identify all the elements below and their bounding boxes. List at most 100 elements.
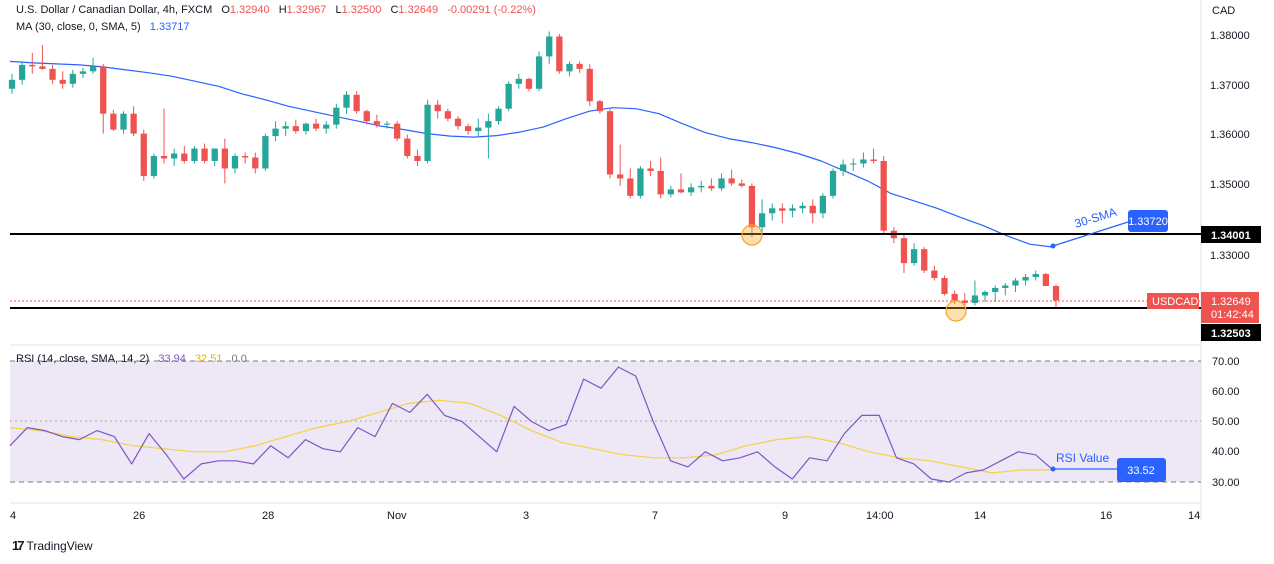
rsi-layer bbox=[9, 366, 1054, 483]
candle-body bbox=[282, 126, 289, 129]
candle-body bbox=[181, 153, 188, 161]
candle bbox=[910, 243, 918, 266]
time-tick: 14 bbox=[1188, 510, 1200, 522]
open-value: 1.32940 bbox=[229, 4, 270, 16]
candle bbox=[627, 168, 634, 199]
candle-body bbox=[860, 159, 867, 164]
support-badge-text: 1.32503 bbox=[1211, 328, 1251, 340]
candle bbox=[769, 203, 776, 221]
candle-body bbox=[363, 111, 370, 122]
candle-body bbox=[840, 164, 847, 171]
candle bbox=[880, 156, 887, 234]
candle bbox=[404, 134, 411, 159]
open-label: O bbox=[221, 4, 230, 16]
ma-layer bbox=[9, 60, 1054, 248]
candle-body bbox=[961, 300, 968, 303]
candle bbox=[89, 57, 97, 74]
ma-label: MA (30, close, 0, SMA, 5) bbox=[16, 21, 141, 33]
candle bbox=[160, 108, 168, 164]
candle bbox=[586, 63, 593, 107]
price-tick: 1.37000 bbox=[1210, 80, 1250, 92]
candle bbox=[394, 121, 401, 142]
candle-body bbox=[566, 63, 573, 72]
resistance-touch-marker bbox=[741, 224, 763, 246]
low-value: 1.32500 bbox=[341, 4, 382, 16]
candle bbox=[1042, 273, 1050, 286]
candle bbox=[201, 143, 208, 164]
rsi-tick: 50.00 bbox=[1212, 416, 1240, 428]
rsi-label: RSI (14, close, SMA, 14, 2) bbox=[16, 353, 150, 365]
sma-badge bbox=[1128, 210, 1168, 232]
candle-body bbox=[931, 270, 938, 279]
candle-body bbox=[657, 170, 664, 195]
symbol-badge-text: USDCAD bbox=[1152, 296, 1199, 308]
candle bbox=[687, 183, 695, 196]
candle bbox=[272, 121, 279, 142]
candle-body bbox=[414, 156, 421, 161]
candle-body bbox=[667, 189, 674, 195]
rsi-callout-dot bbox=[1050, 466, 1056, 472]
time-tick: 26 bbox=[133, 510, 145, 522]
candle bbox=[728, 169, 735, 186]
candle bbox=[708, 178, 715, 191]
candle bbox=[302, 122, 310, 135]
rsi-badge-text: 33.52 bbox=[1127, 465, 1155, 477]
candle bbox=[535, 51, 543, 92]
candle bbox=[211, 148, 218, 166]
candle bbox=[231, 153, 239, 174]
candle bbox=[241, 152, 249, 164]
candle bbox=[49, 64, 56, 84]
candle bbox=[181, 146, 188, 164]
candle-body bbox=[1012, 280, 1019, 286]
candle bbox=[495, 106, 502, 125]
candle bbox=[525, 77, 533, 92]
candle-body bbox=[698, 185, 705, 188]
candle-body bbox=[677, 189, 685, 193]
candle-body bbox=[262, 136, 269, 169]
rsi-legend: RSI (14, close, SMA, 14, 2) 33.94 32.51 … bbox=[16, 353, 253, 365]
candle bbox=[941, 275, 948, 296]
candle bbox=[758, 199, 766, 235]
time-tick: 14 bbox=[974, 510, 986, 522]
candle-body bbox=[505, 83, 512, 109]
candle bbox=[282, 121, 289, 137]
symbol-legend: U.S. Dollar / Canadian Dollar, 4h, FXCM … bbox=[16, 4, 548, 16]
candle bbox=[617, 144, 624, 186]
candle-body bbox=[606, 111, 614, 175]
candle bbox=[667, 185, 674, 198]
tradingview-logo[interactable]: 17 TradingView bbox=[12, 538, 93, 553]
candle-body bbox=[738, 183, 745, 186]
candle-body bbox=[647, 168, 654, 171]
candle-body bbox=[870, 159, 877, 161]
candle-body bbox=[1022, 277, 1029, 281]
candle-body bbox=[454, 118, 462, 127]
candle-body bbox=[343, 94, 350, 108]
rsi-badge bbox=[1117, 458, 1166, 482]
sma-callout-line bbox=[1052, 221, 1129, 247]
close-value: 1.32649 bbox=[398, 4, 439, 16]
candle bbox=[890, 227, 897, 244]
resistance-badge-text: 1.34001 bbox=[1211, 230, 1251, 242]
candle bbox=[789, 204, 796, 218]
time-tick: Nov bbox=[387, 510, 407, 522]
candle-body bbox=[120, 113, 127, 130]
candle bbox=[373, 114, 381, 128]
candle-body bbox=[779, 208, 786, 211]
candle bbox=[1052, 284, 1060, 308]
candle bbox=[647, 160, 654, 176]
candle-body bbox=[627, 178, 634, 196]
candle bbox=[485, 113, 492, 159]
candle-body bbox=[728, 178, 735, 184]
close-label: C bbox=[390, 4, 399, 16]
candle bbox=[606, 108, 614, 179]
candle-body bbox=[100, 66, 107, 114]
time-tick: 3 bbox=[523, 510, 529, 522]
rsi-tick: 60.00 bbox=[1212, 386, 1240, 398]
candle bbox=[779, 203, 786, 224]
candle bbox=[171, 148, 178, 166]
candle-body bbox=[89, 66, 97, 72]
candle bbox=[120, 111, 127, 134]
candle-body bbox=[1032, 274, 1039, 278]
price-tick: 1.35000 bbox=[1210, 179, 1250, 191]
candle-body bbox=[1002, 285, 1009, 288]
